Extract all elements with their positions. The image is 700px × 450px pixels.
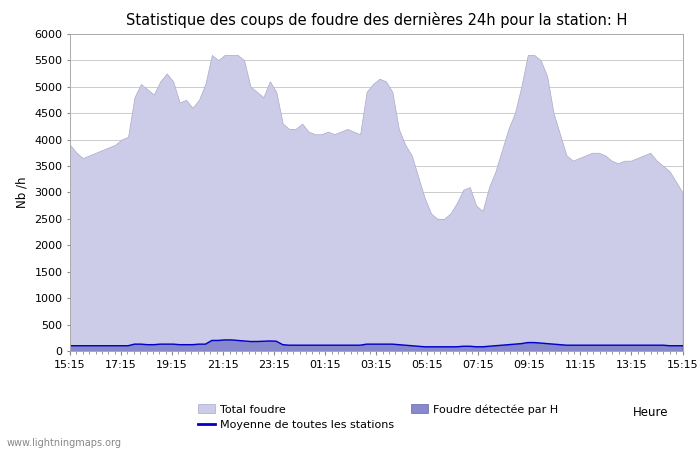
Text: Heure: Heure (633, 405, 668, 418)
Y-axis label: Nb /h: Nb /h (15, 176, 29, 208)
Legend: Total foudre, Moyenne de toutes les stations, Foudre détectée par H: Total foudre, Moyenne de toutes les stat… (198, 404, 559, 431)
Text: www.lightningmaps.org: www.lightningmaps.org (7, 438, 122, 448)
Title: Statistique des coups de foudre des dernières 24h pour la station: H: Statistique des coups de foudre des dern… (125, 13, 627, 28)
